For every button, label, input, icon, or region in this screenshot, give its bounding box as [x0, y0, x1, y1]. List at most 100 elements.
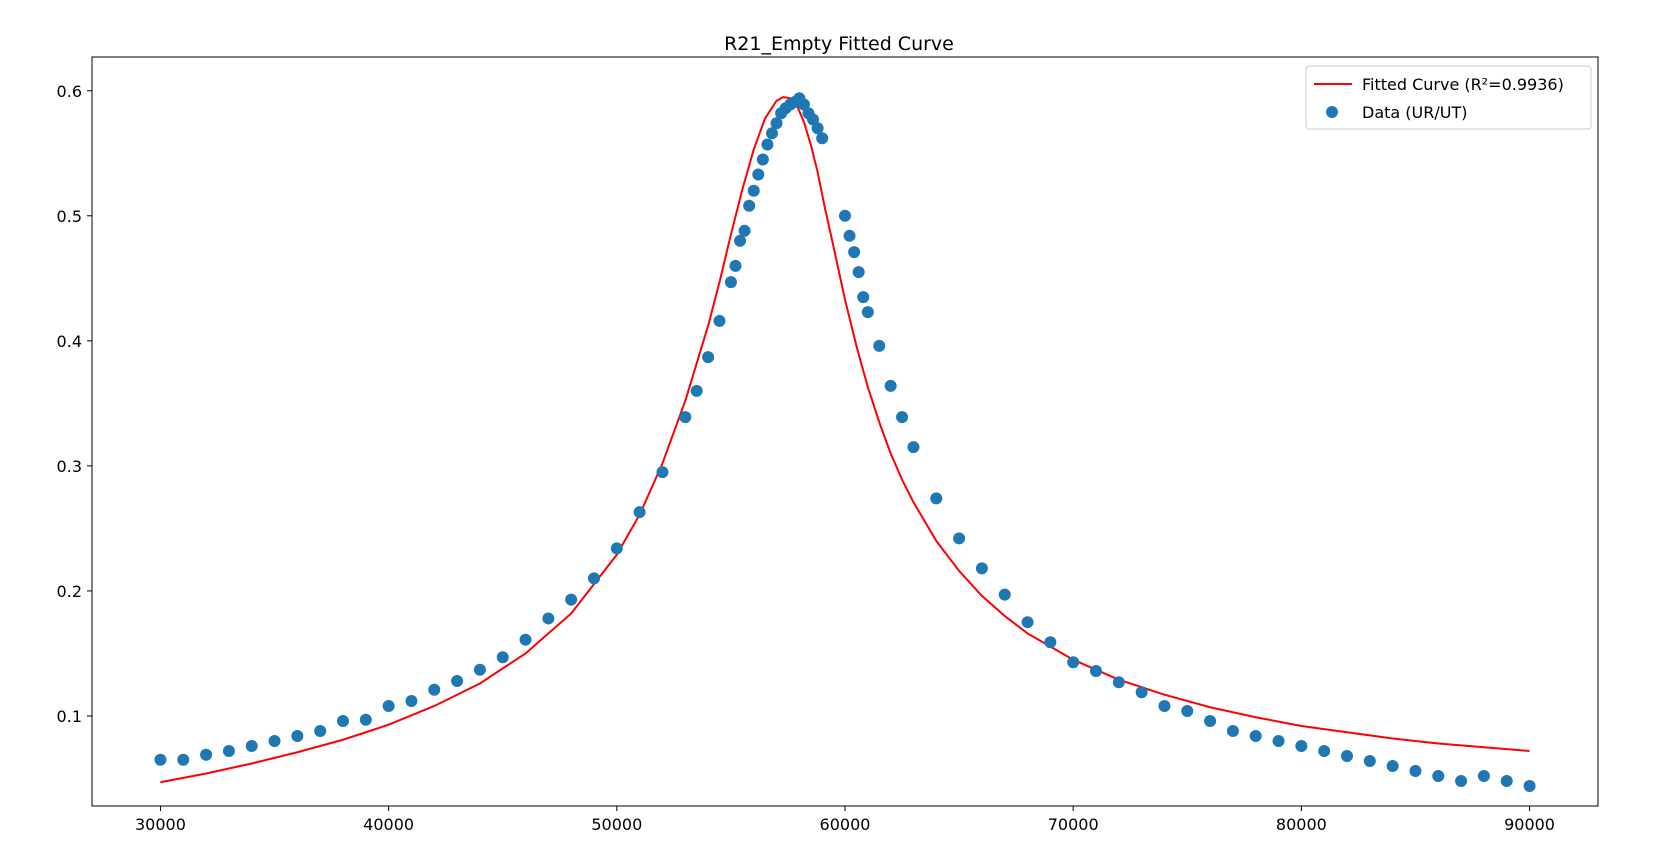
data-point [975, 562, 988, 575]
data-point [857, 291, 870, 304]
axes: 30000 40000 50000 60000 70000 80000 90000 0.1 0.… [57, 56, 1599, 834]
y-tick-label: 0.2 [57, 582, 82, 601]
legend: Fitted Curve (R²=0.9936) Data (UR/UT) [1305, 65, 1592, 130]
data-point [405, 694, 418, 707]
data-point [761, 138, 774, 151]
data-point [451, 674, 464, 687]
data-point [428, 683, 441, 696]
x-tick-label: 30000 [135, 815, 186, 834]
data-point [873, 339, 886, 352]
data-point [1477, 769, 1490, 782]
chart-title: R21_Empty Fitted Curve [724, 33, 954, 55]
data-point [565, 593, 578, 606]
y-tick-label: 0.1 [57, 707, 82, 726]
x-tick-label: 60000 [820, 815, 871, 834]
data-point [839, 209, 851, 222]
data-point [930, 492, 943, 505]
data-point [382, 699, 395, 712]
data-point [811, 122, 824, 135]
legend-label-data: Data (UR/UT) [1362, 103, 1467, 122]
data-point [1386, 759, 1399, 772]
legend-marker-swatch [1326, 106, 1338, 118]
data-point [690, 384, 703, 397]
data-point [245, 739, 258, 752]
data-point [907, 441, 920, 454]
x-tick-label: 50000 [591, 815, 642, 834]
data-point [729, 259, 742, 272]
data-point [1409, 764, 1422, 777]
data-point [1090, 664, 1102, 677]
y-tick-label: 0.6 [57, 82, 82, 101]
data-point [177, 753, 190, 766]
data-point [953, 532, 966, 545]
data-point [314, 724, 327, 737]
data-point [1067, 656, 1080, 669]
data-point [861, 306, 874, 319]
data-point [734, 234, 747, 247]
data-points [154, 92, 1536, 792]
data-point [1341, 749, 1353, 762]
y-tick-label: 0.5 [57, 207, 82, 226]
data-point [1272, 734, 1285, 747]
data-point [633, 506, 646, 519]
data-point [1158, 699, 1171, 712]
x-tick-label: 80000 [1276, 815, 1327, 834]
data-point [1021, 616, 1034, 629]
data-point [1363, 754, 1376, 767]
x-tick-label: 70000 [1048, 815, 1099, 834]
data-point [588, 572, 600, 585]
data-point [1181, 704, 1194, 717]
data-point [1318, 744, 1331, 757]
data-point [756, 153, 769, 166]
data-point [752, 168, 765, 181]
data-point [724, 276, 737, 289]
data-point [1455, 774, 1468, 787]
data-point [610, 542, 623, 555]
data-point [154, 753, 167, 766]
data-point [337, 714, 349, 727]
data-point [816, 132, 829, 145]
legend-box [1305, 65, 1592, 130]
data-point [268, 734, 281, 747]
data-point [291, 729, 304, 742]
data-point [1044, 636, 1057, 649]
plot-area [154, 92, 1536, 792]
data-point [1295, 739, 1308, 752]
data-point [843, 229, 856, 242]
data-point [1500, 774, 1513, 787]
data-point [848, 246, 861, 259]
data-point [1112, 676, 1125, 689]
data-point [1249, 729, 1262, 742]
y-tick-label: 0.3 [57, 457, 82, 476]
data-point [1204, 714, 1217, 727]
data-point [542, 612, 555, 625]
data-point [679, 411, 692, 424]
data-point [770, 117, 783, 130]
x-tick-label: 40000 [363, 815, 414, 834]
data-point [359, 713, 372, 726]
data-point [896, 411, 909, 424]
data-point [473, 663, 486, 676]
y-tick-label: 0.4 [57, 332, 82, 351]
data-point [713, 314, 726, 327]
data-point [998, 588, 1011, 601]
data-point [1226, 724, 1239, 737]
data-point [852, 266, 865, 279]
data-point [765, 127, 778, 140]
data-point [496, 651, 509, 664]
data-point [1432, 769, 1445, 782]
data-point [222, 744, 235, 757]
data-point [1135, 686, 1148, 699]
data-point [743, 199, 756, 212]
data-point [1523, 779, 1536, 792]
data-point [747, 184, 760, 197]
data-point [519, 633, 532, 646]
data-point [656, 466, 669, 479]
legend-label-fitted: Fitted Curve (R²=0.9936) [1362, 75, 1564, 94]
data-point [738, 224, 751, 237]
data-point [200, 748, 213, 761]
data-point [702, 351, 715, 364]
data-point [884, 379, 897, 392]
